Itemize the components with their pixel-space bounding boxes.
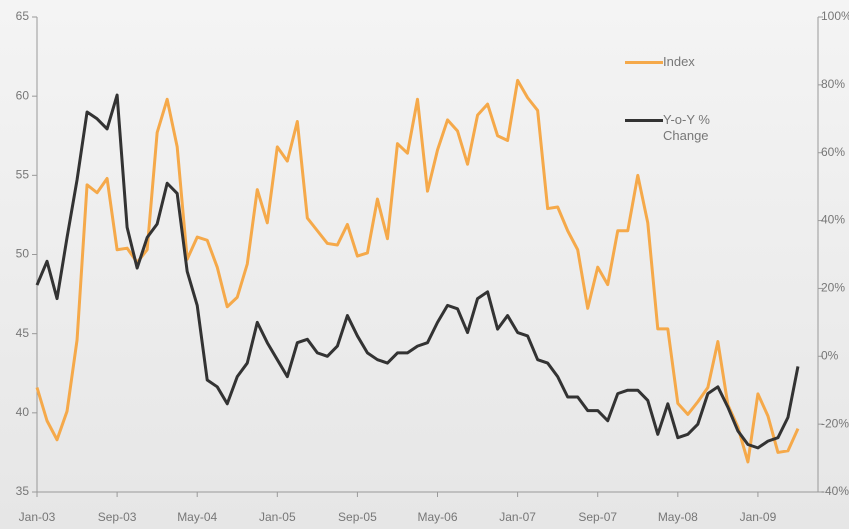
legend-item: Y-o-Y % Change — [625, 112, 723, 144]
y2-tick-label: -40% — [821, 484, 849, 498]
y2-tick-label: -20% — [821, 416, 849, 430]
y2-tick-label: 80% — [821, 77, 845, 91]
y-tick-label: 50 — [16, 247, 30, 261]
series-line — [35, 93, 800, 450]
y2-tick-label: 60% — [821, 145, 845, 159]
x-tick-label: Jan-03 — [19, 510, 56, 524]
x-tick-label: Sep-07 — [578, 510, 617, 524]
legend-label: Index — [663, 54, 695, 69]
y-tick-label: 65 — [16, 9, 30, 23]
x-tick-label: Jan-07 — [499, 510, 536, 524]
legend-item: Index — [625, 54, 723, 70]
x-tick-label: May-06 — [418, 510, 458, 524]
y2-tick-label: 20% — [821, 281, 845, 295]
legend-swatch — [625, 119, 663, 122]
x-tick-label: May-04 — [177, 510, 217, 524]
y-tick-label: 35 — [16, 484, 30, 498]
x-tick-label: Sep-03 — [98, 510, 137, 524]
y-tick-label: 60 — [16, 88, 30, 102]
y-tick-label: 55 — [16, 168, 30, 182]
series-line — [35, 78, 800, 464]
y-tick-label: 45 — [16, 326, 30, 340]
x-tick-label: Jan-09 — [740, 510, 777, 524]
y-tick-label: 40 — [16, 405, 30, 419]
x-tick-label: Jan-05 — [259, 510, 296, 524]
y2-tick-label: 0% — [821, 348, 839, 362]
y2-tick-label: 40% — [821, 213, 845, 227]
legend-swatch — [625, 61, 663, 64]
y2-tick-label: 100% — [821, 9, 849, 23]
x-tick-label: Sep-05 — [338, 510, 377, 524]
x-tick-label: May-08 — [658, 510, 698, 524]
legend-label: Y-o-Y % Change — [663, 112, 710, 143]
